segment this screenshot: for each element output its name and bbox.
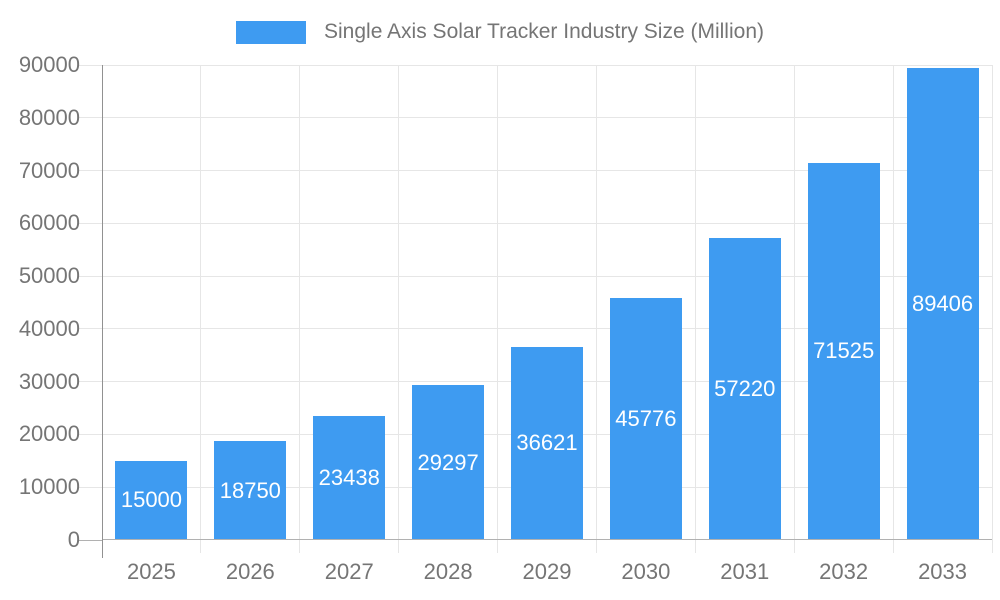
bar[interactable]	[609, 298, 682, 540]
x-gridline	[793, 65, 795, 553]
bar-value-label: 89406	[911, 291, 974, 317]
bar-value-label: 23438	[318, 465, 380, 491]
x-tick-label: 2025	[126, 559, 176, 584]
x-tick-label: 2029	[522, 559, 572, 584]
y-axis-tick	[78, 275, 102, 277]
y-axis-tick	[78, 328, 102, 330]
bar[interactable]	[807, 162, 880, 540]
x-gridline	[595, 65, 597, 553]
y-tick-label: 10000	[18, 474, 80, 500]
y-gridline	[102, 117, 992, 119]
x-gridline	[200, 65, 202, 553]
y-tick-label: 50000	[18, 263, 80, 289]
bar-value-label: 36621	[516, 430, 578, 456]
y-axis-tick	[78, 486, 102, 488]
y-tick-label: 80000	[18, 104, 80, 130]
x-tick-label: 2031	[720, 559, 770, 584]
x-tick-label: 2028	[423, 559, 473, 584]
y-axis-tick	[78, 222, 102, 224]
y-axis-tick	[78, 64, 102, 66]
x-tick-label: 2030	[621, 559, 671, 584]
bar-value-label: 71525	[813, 338, 875, 364]
plot-area: 15000 18750 23438 29297 36621 45776 57220 71525…	[78, 64, 993, 558]
y-gridline	[102, 64, 992, 66]
x-tick-label: 2026	[225, 559, 275, 584]
legend-swatch-icon	[236, 20, 306, 44]
y-axis-line	[102, 65, 103, 558]
y-tick-label: 30000	[18, 368, 80, 394]
y-gridline	[102, 328, 992, 330]
bar[interactable]	[708, 238, 781, 540]
y-axis-tick	[78, 170, 102, 172]
y-tick-label: 40000	[18, 315, 80, 341]
y-tick-label: 20000	[18, 421, 80, 447]
bar-value-label: 18750	[219, 477, 281, 503]
x-tick-label: 2033	[918, 559, 968, 584]
chart-legend: Single Axis Solar Tracker Industry Size …	[0, 19, 1000, 45]
legend-series-label: Single Axis Solar Tracker Industry Size …	[324, 20, 764, 43]
x-axis-baseline	[102, 539, 992, 540]
y-gridline	[102, 170, 992, 172]
bar-value-label: 29297	[417, 449, 479, 475]
bar[interactable]	[511, 346, 583, 540]
y-gridline	[102, 275, 992, 277]
x-gridline	[398, 65, 400, 553]
y-axis-tick	[78, 381, 102, 383]
y-gridline	[102, 222, 992, 224]
bar[interactable]	[115, 460, 188, 540]
y-tick-label: 70000	[18, 157, 80, 183]
bar-value-label: 45776	[615, 406, 677, 432]
x-gridline	[694, 65, 696, 553]
y-axis-tick	[78, 539, 102, 541]
bar[interactable]	[214, 441, 287, 540]
x-tick-label: 2027	[324, 559, 374, 584]
bar-value-label: 15000	[120, 487, 183, 513]
x-gridline	[497, 65, 499, 553]
x-gridline	[892, 65, 894, 553]
x-tick-label: 2032	[819, 559, 869, 584]
y-tick-label: 90000	[18, 52, 80, 77]
x-gridline	[299, 65, 301, 553]
y-axis-tick	[78, 433, 102, 435]
y-tick-label: 60000	[18, 210, 80, 236]
bar-value-label: 57220	[714, 376, 776, 401]
bar[interactable]	[412, 385, 485, 540]
y-tick-label: 0	[67, 527, 80, 552]
y-axis-tick	[78, 117, 102, 119]
bar[interactable]	[313, 416, 386, 540]
bar[interactable]	[906, 68, 979, 540]
x-gridline	[991, 65, 993, 553]
